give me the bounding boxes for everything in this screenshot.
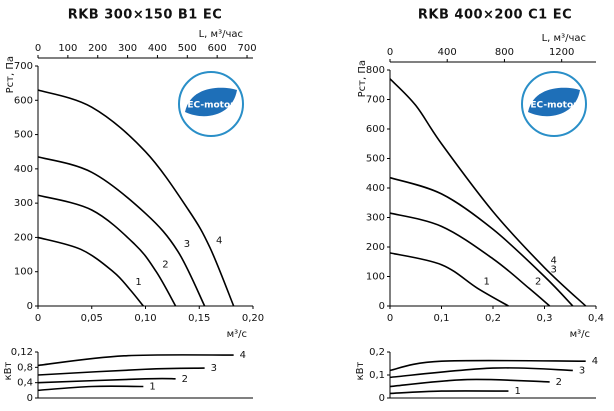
x2-axis-label: L, м³/час	[542, 33, 586, 44]
chart-title: RKB 300×150 B1 EC	[68, 8, 223, 23]
series-label: 4	[216, 236, 222, 247]
y-tick-label: 500	[366, 154, 385, 165]
y-tick-label: 400	[366, 183, 385, 194]
y-tick-label: 0	[27, 393, 33, 404]
y-tick-label: 0	[379, 393, 385, 404]
series-label: 2	[182, 374, 188, 385]
curve	[389, 78, 587, 307]
x-tick-label: 0,15	[188, 313, 210, 324]
x2-tick-label: 300	[118, 43, 137, 54]
y-tick-label: 400	[14, 164, 33, 175]
x2-tick-label: 0	[35, 43, 41, 54]
x-tick-label: 0	[387, 313, 393, 324]
y-tick-label: 300	[14, 198, 33, 209]
series-label: 1	[484, 276, 490, 287]
curve	[389, 390, 509, 395]
curve	[37, 194, 177, 307]
series-label: 2	[162, 260, 168, 271]
x2-tick-label: 800	[495, 47, 514, 58]
x-tick-label: 0,4	[588, 313, 604, 324]
series-label: 3	[579, 365, 585, 376]
curve	[389, 378, 550, 388]
badge-leaf	[528, 87, 580, 117]
y-axis-label: кВт	[3, 361, 14, 380]
y-tick-label: 100	[366, 272, 385, 283]
y-tick-label: 0,4	[17, 378, 33, 389]
y-tick-label: 0,1	[369, 370, 385, 381]
x-tick-label: 0,05	[81, 313, 103, 324]
x-tick-label: 0,2	[485, 313, 501, 324]
x2-tick-label: 700	[237, 43, 256, 54]
y-tick-label: 800	[366, 65, 385, 76]
curve	[389, 367, 573, 379]
series-label: 2	[556, 377, 562, 388]
series-label: 2	[535, 276, 541, 287]
x2-tick-label: 100	[58, 43, 77, 54]
series-label: 4	[592, 356, 598, 367]
badge-leaf	[185, 87, 237, 117]
y-tick-label: 700	[14, 61, 33, 72]
y-tick-label: 0,2	[369, 347, 385, 358]
series-label: 4	[240, 350, 246, 361]
curve	[389, 359, 586, 372]
y-tick-label: 700	[366, 95, 385, 106]
curve	[389, 212, 551, 307]
curve	[37, 156, 206, 307]
series-label: 1	[135, 277, 141, 288]
series-label: 4	[551, 256, 557, 267]
x-tick-label: 0,10	[134, 313, 156, 324]
chart: 0 0,4 0,8 0,12 кВт 1 2 3 4	[3, 347, 253, 404]
badge-text: EC-motor	[530, 101, 578, 111]
x-tick-label: 0,1	[434, 313, 450, 324]
curve	[37, 367, 205, 376]
y-tick-label: 600	[14, 95, 33, 106]
x2-tick-label: 400	[438, 47, 457, 58]
y-tick-label: 500	[14, 130, 33, 141]
series-label: 3	[184, 239, 190, 250]
y-tick-label: 300	[366, 213, 385, 224]
x2-tick-label: 500	[178, 43, 197, 54]
y-axis-label: кВт	[355, 361, 366, 380]
chart: RKB 300×150 B1 EC01002003004005006007000…	[5, 8, 264, 341]
x-axis-label: м³/с	[570, 329, 590, 340]
chart-title: RKB 400×200 C1 EC	[418, 8, 572, 23]
badge-text: EC-motor	[187, 101, 235, 111]
y-tick-label: 0	[379, 301, 385, 312]
curve	[389, 176, 574, 307]
curve	[37, 354, 234, 367]
y-tick-label: 0,12	[11, 347, 33, 358]
y-axis-label: Pст, Па	[357, 60, 368, 97]
x2-tick-label: 200	[88, 43, 107, 54]
x2-axis-label: L, м³/час	[199, 29, 243, 40]
series-label: 3	[211, 363, 217, 374]
y-tick-label: 600	[366, 124, 385, 135]
curve	[37, 377, 176, 384]
series-label: 1	[514, 386, 520, 397]
chart: RKB 400×200 C1 EC01002003004005006007008…	[357, 8, 604, 341]
x2-tick-label: 400	[148, 43, 167, 54]
y-axis-label: Pст, Па	[5, 56, 16, 93]
y-tick-label: 100	[14, 267, 33, 278]
y-tick-label: 200	[14, 232, 33, 243]
curve	[37, 236, 144, 307]
series-label: 1	[149, 382, 155, 393]
y-tick-label: 0	[27, 301, 33, 312]
x2-tick-label: 1200	[549, 47, 574, 58]
y-tick-label: 200	[366, 242, 385, 253]
y-tick-label: 0,8	[17, 362, 33, 373]
curve	[37, 385, 144, 392]
x-tick-label: 0,20	[242, 313, 264, 324]
x-tick-label: 0	[35, 313, 41, 324]
x2-tick-label: 600	[208, 43, 227, 54]
x2-tick-label: 0	[387, 47, 393, 58]
x-axis-label: м³/с	[227, 329, 247, 340]
x-tick-label: 0,3	[537, 313, 553, 324]
series-label: 3	[551, 265, 557, 276]
curve	[389, 252, 509, 307]
curve	[37, 89, 235, 307]
